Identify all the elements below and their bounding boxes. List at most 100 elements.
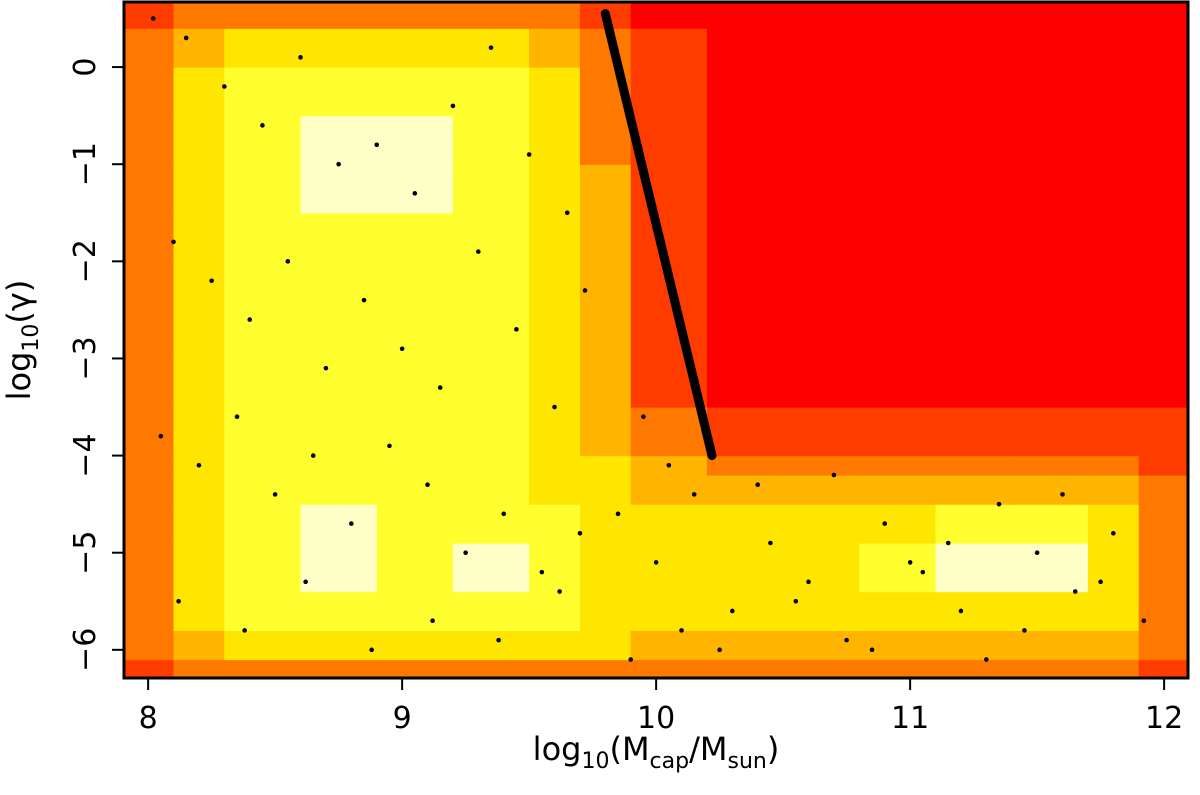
heat-cell	[124, 630, 175, 661]
heat-cell	[376, 67, 454, 117]
heat-cell	[124, 475, 175, 505]
point	[260, 123, 265, 128]
heat-cell	[1087, 28, 1140, 68]
heat-cell	[173, 115, 225, 165]
heat-cell	[529, 309, 581, 360]
heat-cell	[529, 67, 581, 117]
heat-cell	[452, 455, 530, 476]
heat-cell	[579, 407, 632, 457]
heat-cell	[630, 2, 708, 29]
y-tick-label: 0	[68, 58, 103, 77]
heat-cell	[224, 212, 302, 262]
heat-cell	[706, 164, 784, 214]
point	[209, 278, 214, 284]
trend-line	[600, 9, 717, 461]
heat-cell	[529, 164, 581, 214]
point	[679, 628, 684, 633]
heat-cell	[452, 591, 530, 632]
heat-cell	[579, 659, 632, 679]
heat-cell	[630, 659, 708, 679]
heat-cell	[452, 504, 530, 544]
heat-cell	[224, 309, 302, 360]
heat-cell	[173, 630, 225, 661]
heat-cell	[706, 358, 784, 408]
heat-cell	[173, 475, 225, 505]
heat-cell	[783, 542, 860, 593]
heat-cell	[783, 407, 860, 457]
heat-cell	[783, 2, 860, 29]
heat-cell	[1138, 407, 1189, 457]
point	[488, 45, 494, 50]
heat-cell	[579, 358, 632, 408]
heat-cell	[859, 358, 937, 408]
heat-cell	[630, 309, 708, 360]
point	[920, 569, 926, 575]
point	[437, 385, 443, 390]
heat-cell	[376, 28, 454, 68]
heat-cell	[124, 591, 175, 632]
point	[984, 657, 989, 662]
heat-cell	[1087, 475, 1140, 505]
point	[514, 327, 519, 332]
heat-cell	[224, 164, 302, 214]
heat-cell	[173, 309, 225, 360]
heat-cell	[224, 67, 302, 117]
heat-cell	[1011, 28, 1089, 68]
heat-cell	[706, 407, 784, 457]
heat-cell	[1011, 212, 1089, 262]
heat-cell	[300, 28, 378, 68]
heat-cell	[173, 2, 225, 29]
heat-cell	[1087, 358, 1140, 408]
label-subscript: 10	[19, 324, 44, 352]
heat-cell	[1138, 212, 1189, 262]
point	[793, 598, 799, 604]
point	[176, 598, 181, 604]
heat-cell	[1011, 591, 1089, 632]
y-tick-label: −3	[68, 336, 103, 380]
point	[285, 259, 291, 264]
heat-cell	[300, 212, 378, 262]
heat-cell	[783, 475, 860, 505]
heat-cell	[376, 659, 454, 679]
heat-cell	[935, 455, 1013, 476]
heatmap	[124, 2, 1189, 679]
heat-cell	[630, 504, 708, 544]
heat-cell	[706, 2, 784, 29]
heat-cell	[1138, 67, 1189, 117]
heat-cell	[579, 115, 632, 165]
heat-cell	[1138, 455, 1189, 476]
heat-cell	[529, 28, 581, 68]
heat-cell	[579, 455, 632, 476]
heat-cell	[124, 309, 175, 360]
point	[196, 462, 202, 468]
point	[303, 579, 308, 585]
point	[412, 191, 418, 196]
point	[234, 414, 240, 420]
heat-cell	[529, 542, 581, 593]
label-text: log	[0, 352, 38, 401]
x-axis-label: log10(Mcap/Msun)	[533, 730, 780, 774]
heat-cell	[529, 115, 581, 165]
heat-cell	[124, 212, 175, 262]
heat-cell	[935, 630, 1013, 661]
point	[907, 560, 913, 565]
heat-cell	[300, 164, 378, 214]
heat-cell	[376, 212, 454, 262]
heat-cell	[783, 591, 860, 632]
heat-cell	[452, 164, 530, 214]
heat-cell	[783, 212, 860, 262]
point	[183, 35, 189, 41]
point	[310, 453, 316, 458]
heat-cell	[706, 591, 784, 632]
heat-cell	[376, 115, 454, 165]
heat-cell	[783, 630, 860, 661]
heat-cell	[579, 630, 632, 661]
heat-cell	[1138, 164, 1189, 214]
label-text: )	[767, 730, 779, 768]
heat-cell	[1011, 504, 1089, 544]
point	[666, 462, 672, 468]
heat-cell	[1011, 115, 1089, 165]
heat-cell	[706, 261, 784, 311]
heat-cell	[173, 261, 225, 311]
heat-cell	[706, 659, 784, 679]
